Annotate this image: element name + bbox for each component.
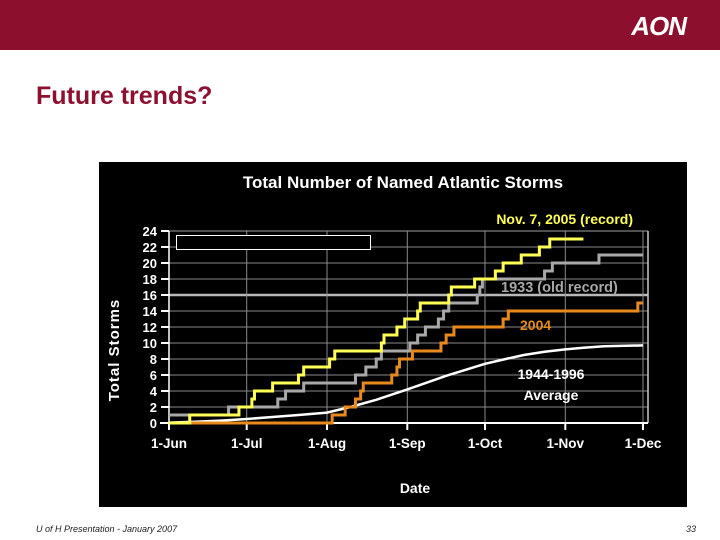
- chart-title: Total Number of Named Atlantic Storms: [242, 173, 564, 192]
- svg-text:1-Aug: 1-Aug: [308, 436, 346, 451]
- svg-text:16: 16: [143, 288, 157, 303]
- slide-title: Future trends?: [36, 82, 213, 110]
- svg-text:1-Nov: 1-Nov: [547, 436, 585, 451]
- svg-text:22: 22: [143, 240, 157, 255]
- svg-text:10: 10: [143, 336, 157, 351]
- svg-text:1-Sep: 1-Sep: [389, 436, 426, 451]
- svg-text:18: 18: [143, 272, 157, 287]
- annotation-average-line2: Average: [523, 387, 579, 403]
- footer-caption: U of H Presentation - January 2007: [36, 524, 178, 534]
- annotation-average-line1: 1944-1996: [517, 366, 585, 382]
- svg-text:4: 4: [150, 384, 158, 399]
- svg-text:8: 8: [150, 352, 157, 367]
- annotation-2005-record: Nov. 7, 2005 (record): [496, 211, 633, 227]
- x-axis-title: Date: [399, 480, 431, 496]
- brand-bar: AON: [0, 0, 720, 50]
- svg-text:1-Oct: 1-Oct: [468, 436, 503, 451]
- svg-text:14: 14: [143, 304, 158, 319]
- y-axis-title: Total Storms: [106, 298, 123, 402]
- aon-logo: AON: [631, 11, 687, 41]
- annotation-1933-old-record: 1933 (old record): [501, 280, 618, 296]
- svg-text:12: 12: [143, 320, 157, 335]
- empty-legend-box: [176, 235, 371, 250]
- slide-footer: U of H Presentation - January 2007 33: [36, 524, 696, 534]
- svg-text:1-Jul: 1-Jul: [231, 436, 263, 451]
- svg-text:0: 0: [150, 416, 157, 431]
- page-number: 33: [685, 524, 696, 534]
- annotation-2004: 2004: [520, 317, 552, 333]
- svg-text:2: 2: [150, 400, 157, 415]
- svg-text:6: 6: [150, 368, 157, 383]
- annotation-average: 1944-1996 Average: [476, 364, 626, 406]
- svg-text:1-Dec: 1-Dec: [625, 436, 662, 451]
- svg-text:1-Jun: 1-Jun: [151, 436, 187, 451]
- svg-text:24: 24: [143, 224, 158, 239]
- svg-text:20: 20: [143, 256, 157, 271]
